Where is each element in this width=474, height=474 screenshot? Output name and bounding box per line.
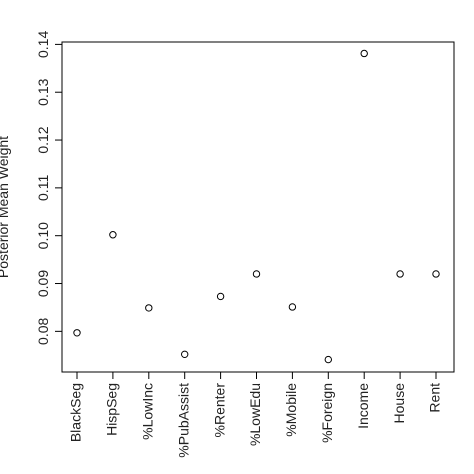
plot-area-frame xyxy=(61,41,455,373)
x-tick-label: HispSeg xyxy=(104,383,120,436)
data-point xyxy=(432,270,440,278)
y-tick-label: 0.13 xyxy=(35,78,51,105)
data-point xyxy=(324,355,332,364)
y-axis-label: Posterior Mean Weight xyxy=(0,136,11,278)
x-tick-label: %LowInc xyxy=(140,383,156,440)
y-tick-label: 0.09 xyxy=(35,270,51,297)
x-tick-label: BlackSeg xyxy=(68,383,84,442)
x-tick-label: Income xyxy=(355,383,371,429)
x-tick-label: %PubAssist xyxy=(175,383,191,458)
x-tick-label: %Renter xyxy=(211,383,227,438)
data-point xyxy=(145,304,153,312)
y-tick-label: 0.12 xyxy=(35,126,51,153)
y-tick-label: 0.10 xyxy=(35,222,51,249)
x-tick-label: %Foreign xyxy=(319,383,335,443)
data-points xyxy=(73,49,440,364)
x-tick-label: %Mobile xyxy=(283,383,299,437)
x-axis: BlackSeg HispSeg %LowInc %PubAssist %Renter%… xyxy=(68,372,443,458)
x-tick-label: Rent xyxy=(427,383,443,413)
x-tick-label: %LowEdu xyxy=(247,383,263,446)
data-point xyxy=(73,329,81,337)
data-point xyxy=(109,231,117,239)
x-tick-label: House xyxy=(391,383,407,424)
data-point xyxy=(288,303,297,311)
data-point xyxy=(396,270,404,278)
y-tick-label: 0.08 xyxy=(35,318,51,345)
data-point xyxy=(216,292,225,301)
data-point xyxy=(360,49,368,58)
y-axis: 0.08 0.09 0.10 0.11 0.12 0.13 0.14 xyxy=(35,31,62,345)
data-point xyxy=(252,270,261,278)
data-point xyxy=(181,350,189,359)
y-tick-label: 0.11 xyxy=(35,175,51,201)
y-tick-label: 0.14 xyxy=(35,31,51,58)
